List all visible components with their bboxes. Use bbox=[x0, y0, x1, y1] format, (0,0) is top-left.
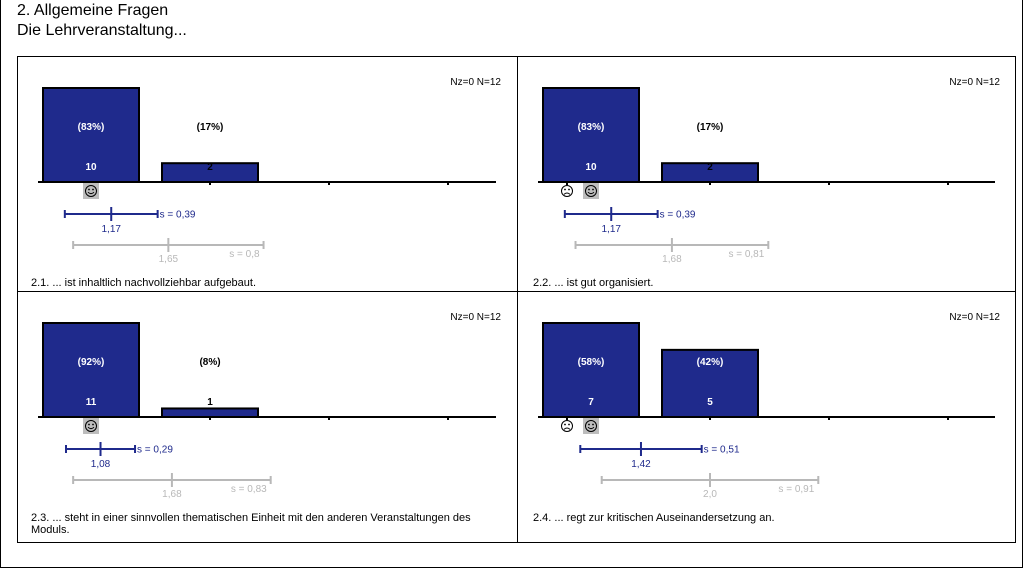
chart-panel-4: Nz=0 N=12 7 (58%) 5 (42%) s = 0,51 1,42 s = 0,9… bbox=[538, 312, 1000, 500]
comparison-sd-label: s = 0,81 bbox=[728, 249, 764, 260]
question-caption-4: 2.4. ... regt zur kritischen Auseinander… bbox=[533, 512, 775, 524]
face-eye bbox=[92, 188, 94, 191]
bar-percent-label: (8%) bbox=[199, 357, 220, 368]
face-mouth bbox=[563, 427, 571, 430]
bar-percent-label: (83%) bbox=[78, 122, 105, 133]
face-outline bbox=[585, 185, 597, 197]
mean-sd-label: s = 0,39 bbox=[660, 210, 696, 221]
face-mouth bbox=[587, 191, 595, 195]
smiley-happy-icon bbox=[585, 420, 597, 432]
face-mouth bbox=[563, 192, 571, 195]
face-mouth bbox=[87, 426, 95, 430]
chart-grid bbox=[17, 56, 1016, 543]
grid-divider-vertical bbox=[517, 56, 518, 543]
face-outline bbox=[561, 420, 573, 432]
mean-value-label: 1,17 bbox=[601, 224, 621, 235]
chart-panel-2: Nz=0 N=12 10 (83%) 2 (17%) s = 0,39 1,17 s = 0,… bbox=[538, 77, 1000, 265]
comparison-value-label: 1,65 bbox=[159, 254, 179, 265]
bar-percent-label: (83%) bbox=[578, 122, 605, 133]
bar-count-label: 7 bbox=[588, 397, 594, 408]
face-eye bbox=[92, 423, 94, 426]
chart-panel-3: Nz=0 N=12 11 (92%) 1 (8%) s = 0,29 1,08 s = 0,8… bbox=[38, 312, 573, 500]
face-mouth bbox=[587, 426, 595, 430]
bar-percent-label: (42%) bbox=[697, 357, 724, 368]
face-outline bbox=[561, 185, 573, 197]
response-count-label: Nz=0 N=12 bbox=[949, 77, 1000, 88]
question-caption-1: 2.1. ... ist inhaltlich nachvollziehbar … bbox=[31, 277, 257, 289]
smiley-sad-icon bbox=[561, 185, 573, 197]
comparison-value-label: 1,68 bbox=[662, 254, 682, 265]
bar-percent-label: (58%) bbox=[578, 357, 605, 368]
face-outline bbox=[85, 185, 97, 197]
bar-count-label: 10 bbox=[585, 162, 597, 173]
face-mouth bbox=[87, 191, 95, 195]
face-eye bbox=[88, 423, 90, 426]
comparison-sd-label: s = 0,8 bbox=[229, 249, 260, 260]
mean-sd-label: s = 0,51 bbox=[704, 445, 740, 456]
face-eye bbox=[588, 423, 590, 426]
face-eye bbox=[564, 188, 566, 191]
bar-1 bbox=[42, 87, 140, 183]
face-eye bbox=[88, 188, 90, 191]
smiley-happy-icon bbox=[85, 420, 97, 432]
mean-value-label: 1,08 bbox=[91, 459, 111, 470]
bar-percent-label: (17%) bbox=[197, 122, 224, 133]
bar-count-label: 2 bbox=[207, 162, 213, 173]
bar-count-label: 11 bbox=[86, 397, 97, 408]
bar-1 bbox=[542, 87, 640, 183]
comparison-value-label: 2,0 bbox=[703, 489, 717, 500]
mean-value-label: 1,42 bbox=[631, 459, 651, 470]
bar-count-label: 5 bbox=[707, 397, 713, 408]
question-caption-2: 2.2. ... ist gut organisiert. bbox=[533, 277, 654, 289]
section-title: 2. Allgemeine Fragen bbox=[17, 2, 169, 19]
bar-count-label: 2 bbox=[707, 162, 713, 173]
smiley-happy-icon bbox=[85, 185, 97, 197]
mean-sd-label: s = 0,39 bbox=[160, 210, 196, 221]
chart-panel-1: Nz=0 N=12 10 (83%) 2 (17%) s = 0,39 1,17 s = 0,… bbox=[38, 77, 573, 265]
bar-percent-label: (92%) bbox=[78, 357, 105, 368]
bar-percent-label: (17%) bbox=[697, 122, 724, 133]
question-caption-3: 2.3. ... steht in einer sinnvollen thema… bbox=[31, 512, 471, 536]
response-count-label: Nz=0 N=12 bbox=[450, 312, 501, 323]
face-eye bbox=[592, 423, 594, 426]
bar-2 bbox=[661, 348, 759, 419]
comparison-value-label: 1,68 bbox=[162, 489, 182, 500]
smiley-happy-icon bbox=[585, 185, 597, 197]
face-eye bbox=[568, 423, 570, 426]
face-outline bbox=[85, 420, 97, 432]
face-eye bbox=[568, 188, 570, 191]
bar-2 bbox=[161, 407, 259, 418]
bar-1 bbox=[42, 322, 140, 418]
comparison-sd-label: s = 0,83 bbox=[231, 484, 267, 495]
grid-divider-horizontal bbox=[17, 291, 1016, 292]
face-eye bbox=[588, 188, 590, 191]
face-outline bbox=[585, 420, 597, 432]
section-subtitle: Die Lehrveranstaltung... bbox=[17, 22, 187, 39]
face-eye bbox=[592, 188, 594, 191]
bar-count-label: 10 bbox=[85, 162, 97, 173]
response-count-label: Nz=0 N=12 bbox=[949, 312, 1000, 323]
face-eye bbox=[564, 423, 566, 426]
mean-value-label: 1,17 bbox=[101, 224, 121, 235]
smiley-sad-icon bbox=[561, 420, 573, 432]
mean-sd-label: s = 0,29 bbox=[137, 445, 173, 456]
comparison-sd-label: s = 0,91 bbox=[778, 484, 814, 495]
bar-count-label: 1 bbox=[207, 397, 213, 408]
response-count-label: Nz=0 N=12 bbox=[450, 77, 501, 88]
